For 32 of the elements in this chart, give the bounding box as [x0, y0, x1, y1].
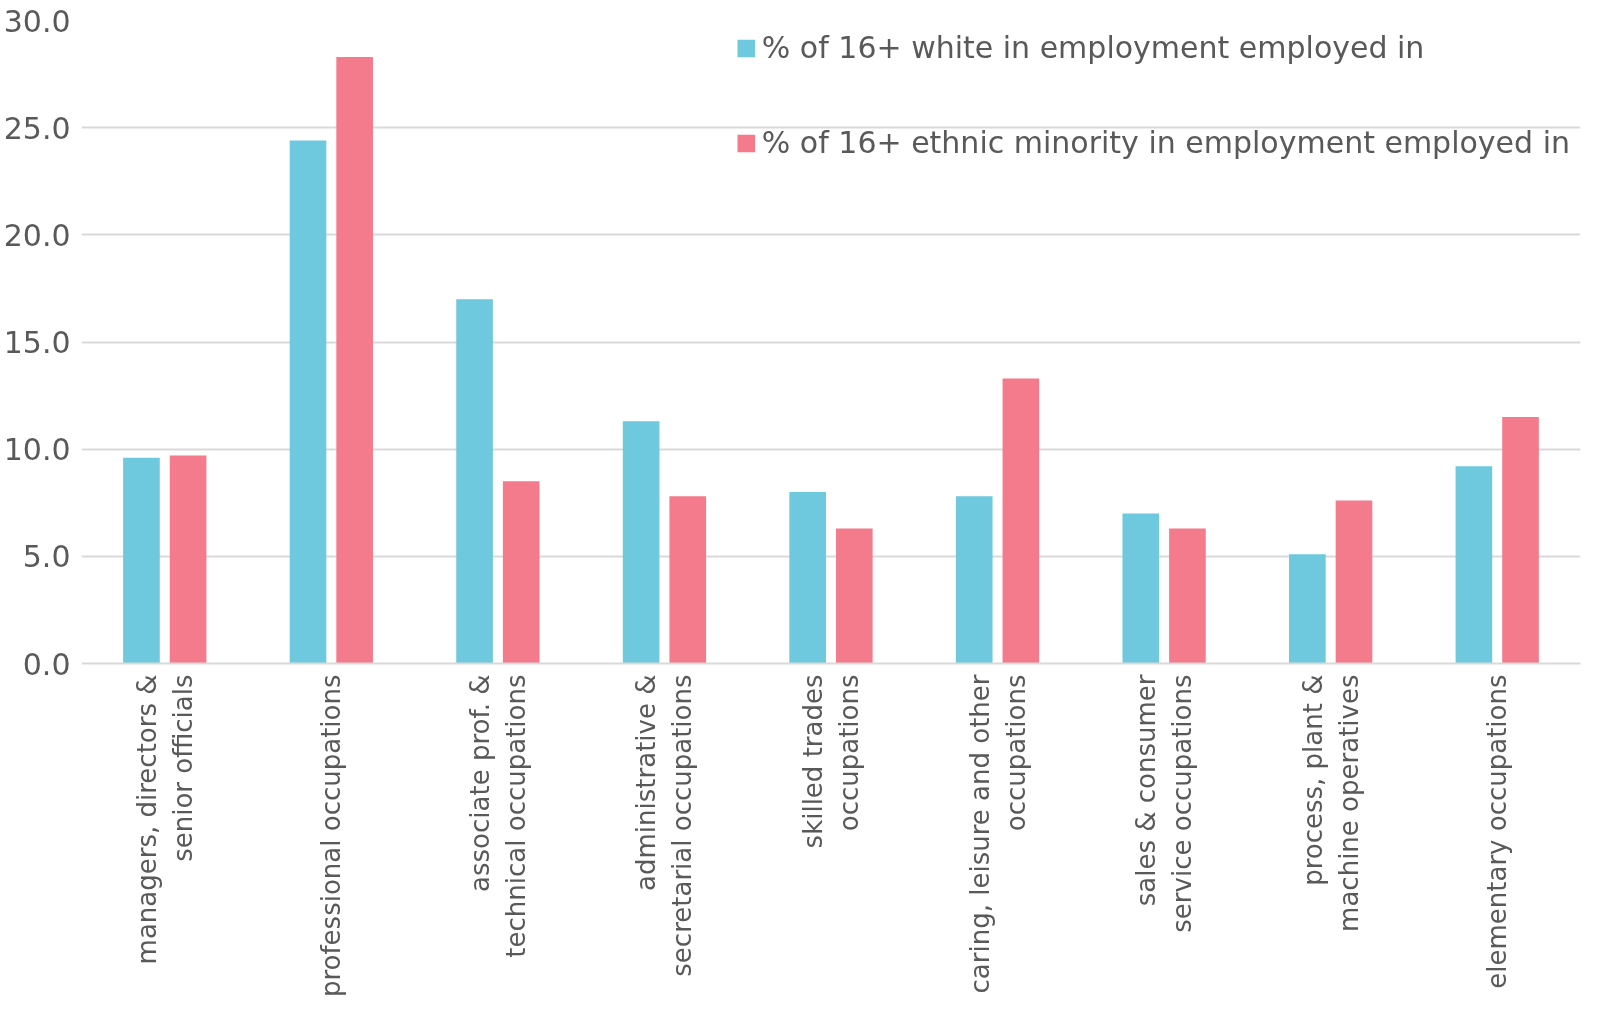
bar — [1502, 417, 1539, 664]
y-tick-label: 10.0 — [3, 432, 71, 468]
bar — [1289, 554, 1326, 664]
bar — [789, 492, 826, 664]
y-tick-label: 20.0 — [3, 217, 71, 253]
x-tick-label: associate prof. & technical occupations — [464, 674, 531, 958]
x-tick-label: elementary occupations — [1482, 674, 1513, 989]
y-tick-label: 5.0 — [22, 539, 71, 575]
bar — [1335, 500, 1373, 664]
bar — [1002, 378, 1040, 664]
bar — [502, 481, 540, 664]
bar — [1455, 466, 1493, 664]
bar — [1169, 528, 1206, 664]
bar — [289, 140, 327, 664]
bar — [955, 496, 993, 664]
bar — [622, 421, 660, 664]
legend-label: % of 16+ white in employment employed in — [761, 30, 1425, 65]
x-tick-label: professional occupations — [316, 674, 347, 998]
bar — [1122, 513, 1160, 664]
x-tick-label: managers, directors & senior officials — [131, 674, 198, 965]
bar — [669, 496, 707, 664]
bar — [456, 299, 493, 664]
y-tick-label: 0.0 — [22, 646, 71, 682]
bar — [169, 455, 207, 664]
y-tick-label: 30.0 — [3, 3, 71, 39]
x-tick-label: skilled trades occupations — [798, 674, 864, 849]
legend-label: % of 16+ ethnic minority in employment employed in — [761, 125, 1570, 160]
bar — [836, 528, 873, 664]
bar — [336, 56, 373, 664]
bar — [123, 457, 160, 664]
y-tick-label: 25.0 — [3, 110, 71, 146]
y-tick-label: 15.0 — [3, 325, 71, 360]
